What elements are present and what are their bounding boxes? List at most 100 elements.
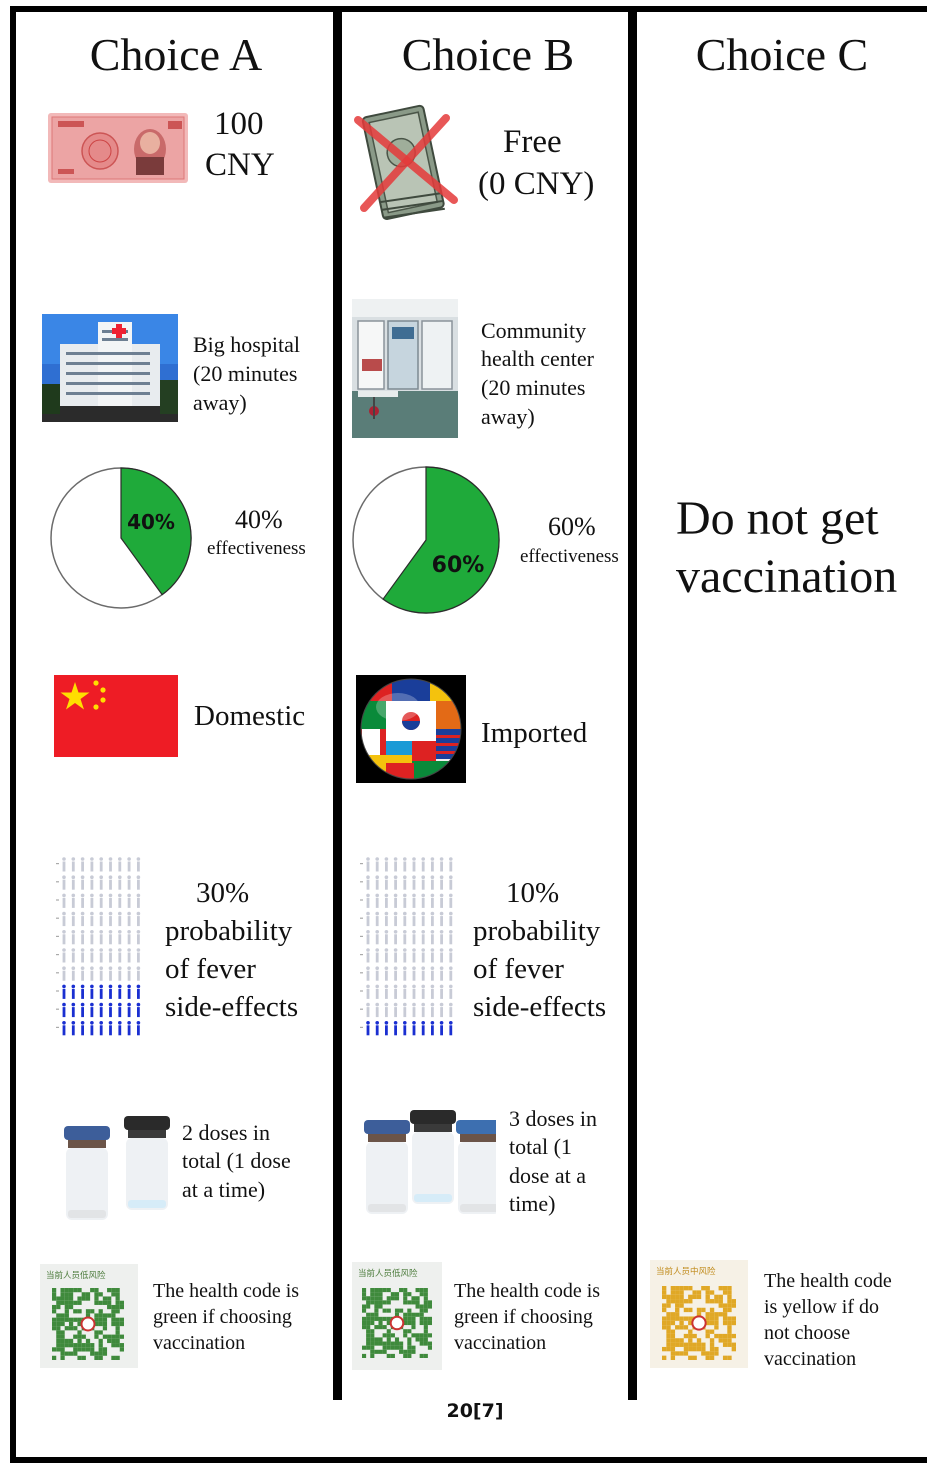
person-icon <box>99 948 103 963</box>
grid-row-tick <box>56 990 59 992</box>
person-icon <box>403 911 407 927</box>
person-icon <box>384 948 389 963</box>
grid-row-tick <box>56 863 59 865</box>
person-icon <box>449 857 453 872</box>
person-icon <box>366 911 370 927</box>
effectiveness-label-b: 60% <box>432 553 485 578</box>
person-icon <box>90 875 94 890</box>
grid-row-tick <box>56 954 59 956</box>
side-effect-a-line4: side-effects <box>165 991 299 1023</box>
person-icon <box>366 984 370 999</box>
person-icon <box>62 857 66 872</box>
person-icon <box>136 1021 141 1036</box>
person-icon <box>71 966 76 981</box>
person-icon <box>375 930 379 945</box>
qr-pattern <box>662 1286 736 1360</box>
doses-a-line2: total (1 dose <box>182 1148 291 1173</box>
person-icon <box>384 911 389 927</box>
health-code-header-b: 当前人员低风险 <box>358 1268 418 1279</box>
qr-center-emblem <box>691 1315 707 1331</box>
person-icon <box>366 966 370 981</box>
person-icon <box>393 875 398 890</box>
vaccine-vial-icon <box>124 1116 170 1210</box>
person-icon <box>421 966 425 981</box>
flags-globe-icon <box>356 675 466 783</box>
grid-row-tick <box>360 917 363 919</box>
person-icon <box>80 893 85 908</box>
doses-a-line3: at a time) <box>182 1177 266 1202</box>
person-icon <box>366 930 370 945</box>
side-effect-b-line3: of fever <box>473 953 564 985</box>
health-code-c-line4: vaccination <box>764 1348 857 1370</box>
person-icon <box>375 857 379 872</box>
effectiveness-b-line2: effectiveness <box>520 546 619 567</box>
person-icon <box>127 911 131 927</box>
person-icon <box>384 875 389 890</box>
person-icon <box>136 966 141 981</box>
effectiveness-b-line1: 60% <box>548 512 596 541</box>
person-icon <box>71 1021 76 1036</box>
person-icon <box>384 966 389 981</box>
person-icon <box>412 930 416 945</box>
column-divider-ab <box>333 10 342 1400</box>
price-b-line2: (0 CNY) <box>478 166 595 202</box>
person-icon <box>366 857 370 872</box>
person-icon <box>393 911 398 927</box>
person-icon <box>430 1021 435 1036</box>
person-icon <box>90 1021 94 1036</box>
person-icon <box>403 875 407 890</box>
person-icon <box>412 857 416 872</box>
doses-b-line1: 3 doses in <box>509 1106 597 1131</box>
person-icon <box>430 930 435 945</box>
person-icon <box>412 893 416 908</box>
person-icon <box>71 1002 76 1018</box>
banknote-100-cny-icon <box>48 113 188 183</box>
person-icon <box>99 984 103 999</box>
person-icon <box>439 930 444 945</box>
grid-row-tick <box>360 1008 363 1010</box>
health-code-yellow-qr-c: 当前人员中风险 <box>650 1260 748 1368</box>
person-icon <box>421 984 425 999</box>
grid-row-tick <box>56 1008 59 1010</box>
big-hospital-photo <box>42 314 178 422</box>
person-icon <box>375 1002 379 1018</box>
person-icon <box>403 966 407 981</box>
person-icon <box>90 911 94 927</box>
person-icon <box>366 1021 370 1036</box>
grid-row-tick <box>360 954 363 956</box>
person-icon <box>136 930 141 945</box>
location-b-line3: (20 minutes <box>481 375 586 400</box>
person-icon <box>393 984 398 999</box>
person-icon <box>118 948 122 963</box>
person-icon <box>99 1021 103 1036</box>
person-icon <box>375 911 379 927</box>
person-icon <box>412 875 416 890</box>
person-icon <box>375 984 379 999</box>
location-a-line3: away) <box>193 390 247 415</box>
price-a-line2: CNY <box>205 147 275 183</box>
person-icon <box>80 1021 85 1036</box>
person-icon <box>71 893 76 908</box>
person-icon <box>80 1002 85 1018</box>
person-icon <box>375 966 379 981</box>
person-icon <box>71 930 76 945</box>
person-icon <box>80 875 85 890</box>
no-vaccination-line1: Do not get <box>676 492 879 545</box>
person-icon <box>449 948 453 963</box>
person-icon <box>421 893 425 908</box>
person-icon <box>439 911 444 927</box>
effectiveness-label-a: 40% <box>127 510 175 534</box>
person-icon <box>393 857 398 872</box>
person-icon <box>136 857 141 872</box>
grid-row-tick <box>360 935 363 937</box>
person-icon <box>71 948 76 963</box>
person-icon <box>127 1021 131 1036</box>
person-icon <box>108 930 113 945</box>
person-icon <box>90 930 94 945</box>
person-icon <box>375 1021 379 1036</box>
health-code-b-line2: green if choosing <box>454 1306 593 1328</box>
vaccine-vial-icon <box>364 1120 410 1214</box>
person-icon <box>393 930 398 945</box>
vaccine-vials-b <box>364 1110 496 1214</box>
page-label: 20[7] <box>446 1400 504 1422</box>
